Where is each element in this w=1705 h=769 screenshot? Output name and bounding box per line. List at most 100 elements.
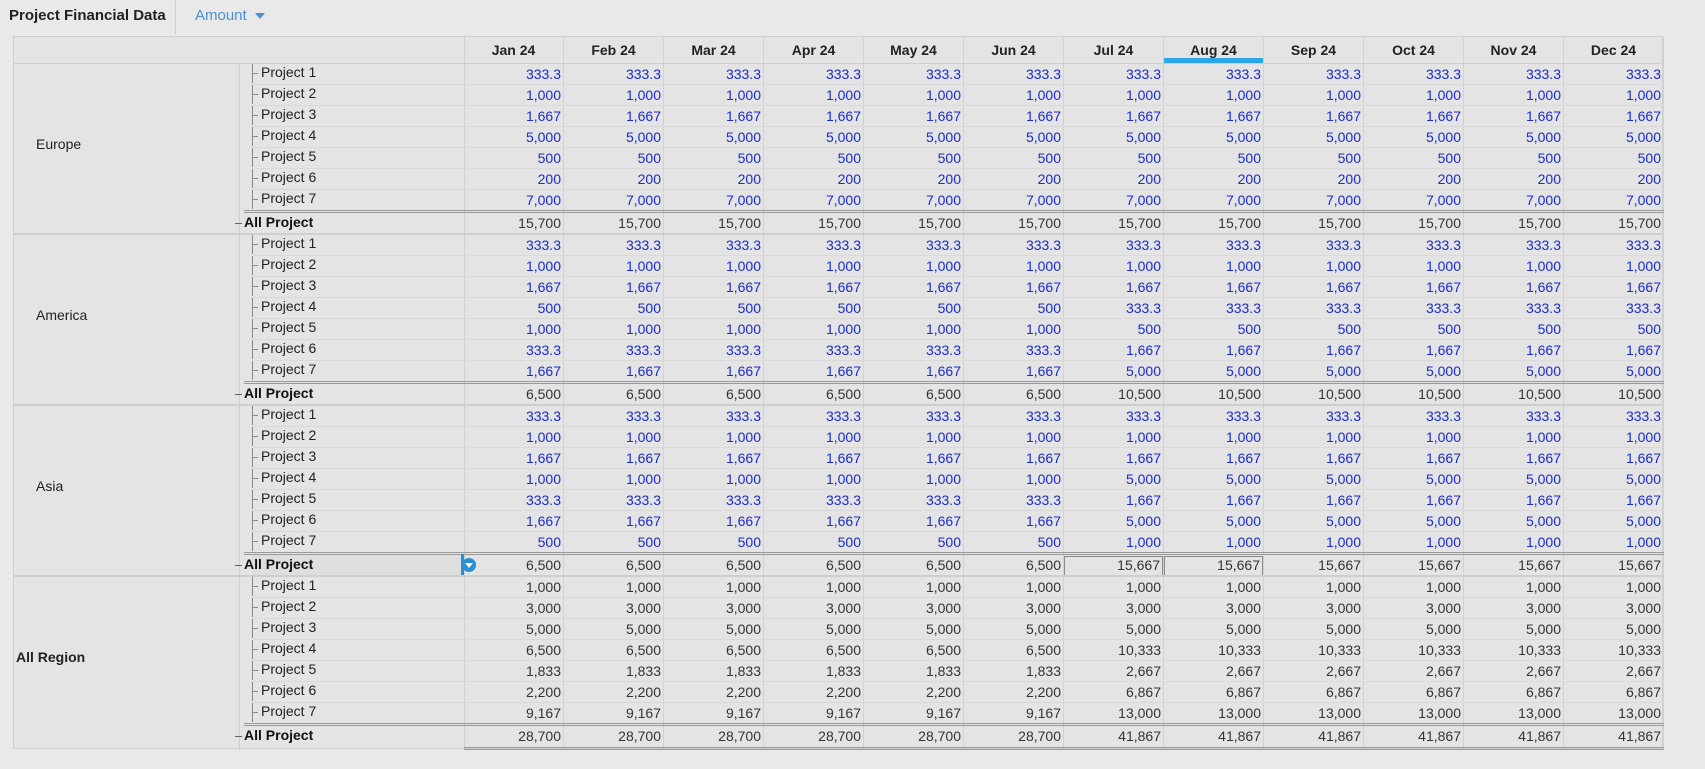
value-cell[interactable]: 1,667: [1325, 492, 1361, 508]
value-cell[interactable]: 1,000: [625, 471, 661, 487]
value-cell[interactable]: 333.3: [625, 237, 661, 253]
value-cell[interactable]: 333.3: [625, 342, 661, 358]
value-cell[interactable]: 1,667: [825, 279, 861, 295]
value-cell[interactable]: 2,667: [1125, 663, 1161, 679]
value-cell[interactable]: 5,000: [725, 621, 761, 637]
value-cell[interactable]: 1,833: [625, 663, 661, 679]
value-cell[interactable]: 5,000: [1125, 471, 1161, 487]
project-row-label[interactable]: Project 1: [252, 577, 316, 596]
value-cell[interactable]: 5,000: [1325, 129, 1361, 145]
value-cell[interactable]: 1,667: [1025, 450, 1061, 466]
value-cell[interactable]: 333.3: [625, 66, 661, 82]
value-cell[interactable]: 1,667: [825, 363, 861, 379]
value-cell[interactable]: 500: [737, 534, 761, 550]
value-cell[interactable]: 500: [737, 300, 761, 316]
value-cell[interactable]: 1,667: [725, 108, 761, 124]
value-cell[interactable]: 333.3: [625, 408, 661, 424]
value-cell[interactable]: 1,000: [1125, 534, 1161, 550]
value-cell[interactable]: 1,000: [1625, 429, 1661, 445]
value-cell[interactable]: 1,667: [525, 363, 561, 379]
value-cell[interactable]: 333.3: [525, 342, 561, 358]
value-cell[interactable]: 1,667: [1425, 450, 1461, 466]
value-cell[interactable]: 2,667: [1625, 663, 1661, 679]
region-label[interactable]: Europe: [36, 136, 82, 152]
total-cell[interactable]: 15,667: [1064, 556, 1163, 576]
total-cell[interactable]: 6,500: [625, 386, 661, 402]
value-cell[interactable]: 1,000: [625, 321, 661, 337]
value-cell[interactable]: 1,000: [825, 579, 861, 595]
value-cell[interactable]: 500: [837, 150, 861, 166]
value-cell[interactable]: 333.3: [525, 492, 561, 508]
value-cell[interactable]: 1,000: [1425, 579, 1461, 595]
total-cell[interactable]: 28,700: [818, 728, 861, 744]
value-cell[interactable]: 333.3: [1425, 66, 1461, 82]
value-cell[interactable]: 500: [1437, 150, 1461, 166]
value-cell[interactable]: 333.3: [1625, 237, 1661, 253]
value-cell[interactable]: 6,867: [1125, 684, 1161, 700]
value-cell[interactable]: 500: [1037, 150, 1061, 166]
value-cell[interactable]: 3,000: [625, 600, 661, 616]
value-cell[interactable]: 1,000: [525, 579, 561, 595]
value-cell[interactable]: 1,667: [1425, 108, 1461, 124]
value-cell[interactable]: 500: [1337, 150, 1361, 166]
region-label[interactable]: America: [36, 307, 88, 323]
value-cell[interactable]: 333.3: [1025, 492, 1061, 508]
value-cell[interactable]: 1,000: [525, 471, 561, 487]
value-cell[interactable]: 1,000: [625, 579, 661, 595]
total-cell[interactable]: 6,500: [725, 557, 761, 573]
measure-dropdown[interactable]: Amount: [195, 7, 265, 24]
value-cell[interactable]: 1,000: [1325, 534, 1361, 550]
column-header[interactable]: Oct 24: [1364, 37, 1464, 63]
value-cell[interactable]: 1,667: [1225, 279, 1261, 295]
value-cell[interactable]: 5,000: [1125, 621, 1161, 637]
value-cell[interactable]: 5,000: [1625, 129, 1661, 145]
value-cell[interactable]: 13,000: [1118, 705, 1161, 721]
value-cell[interactable]: 333.3: [1025, 342, 1061, 358]
total-cell[interactable]: 15,667: [1164, 556, 1263, 576]
value-cell[interactable]: 1,667: [1125, 279, 1161, 295]
value-cell[interactable]: 500: [1237, 321, 1261, 337]
value-cell[interactable]: 200: [537, 171, 561, 187]
value-cell[interactable]: 1,667: [1325, 450, 1361, 466]
value-cell[interactable]: 5,000: [1525, 471, 1561, 487]
value-cell[interactable]: 1,667: [1325, 342, 1361, 358]
value-cell[interactable]: 333.3: [925, 342, 961, 358]
region-label[interactable]: All Region: [16, 649, 86, 665]
value-cell[interactable]: 500: [1337, 321, 1361, 337]
total-cell[interactable]: 41,867: [1318, 728, 1361, 744]
project-row-label[interactable]: Project 6: [252, 682, 316, 701]
value-cell[interactable]: 333.3: [1525, 408, 1561, 424]
value-cell[interactable]: 333.3: [1425, 237, 1461, 253]
value-cell[interactable]: 5,000: [625, 129, 661, 145]
value-cell[interactable]: 1,667: [1525, 108, 1561, 124]
value-cell[interactable]: 500: [537, 534, 561, 550]
value-cell[interactable]: 1,000: [1325, 579, 1361, 595]
total-cell[interactable]: 15,667: [1318, 557, 1361, 573]
value-cell[interactable]: 5,000: [1125, 129, 1161, 145]
value-cell[interactable]: 1,000: [1025, 321, 1061, 337]
value-cell[interactable]: 5,000: [1425, 513, 1461, 529]
total-row-label[interactable]: All Project: [234, 214, 314, 230]
project-row-label[interactable]: Project 4: [252, 127, 316, 146]
value-cell[interactable]: 500: [1637, 321, 1661, 337]
value-cell[interactable]: 333.3: [1625, 408, 1661, 424]
value-cell[interactable]: 3,000: [525, 600, 561, 616]
value-cell[interactable]: 333.3: [825, 66, 861, 82]
value-cell[interactable]: 1,667: [1625, 342, 1661, 358]
column-header[interactable]: Nov 24: [1464, 37, 1564, 63]
value-cell[interactable]: 1,000: [625, 87, 661, 103]
project-row-label[interactable]: Project 6: [252, 169, 316, 188]
total-cell[interactable]: 28,700: [518, 728, 561, 744]
value-cell[interactable]: 200: [637, 171, 661, 187]
total-cell[interactable]: 28,700: [1018, 728, 1061, 744]
value-cell[interactable]: 1,000: [925, 429, 961, 445]
value-cell[interactable]: 3,000: [1625, 600, 1661, 616]
value-cell[interactable]: 1,667: [925, 279, 961, 295]
total-cell[interactable]: 10,500: [1318, 386, 1361, 402]
value-cell[interactable]: 5,000: [925, 621, 961, 637]
value-cell[interactable]: 1,000: [1325, 87, 1361, 103]
value-cell[interactable]: 5,000: [625, 621, 661, 637]
value-cell[interactable]: 333.3: [1625, 300, 1661, 316]
value-cell[interactable]: 200: [1137, 171, 1161, 187]
value-cell[interactable]: 1,000: [925, 321, 961, 337]
